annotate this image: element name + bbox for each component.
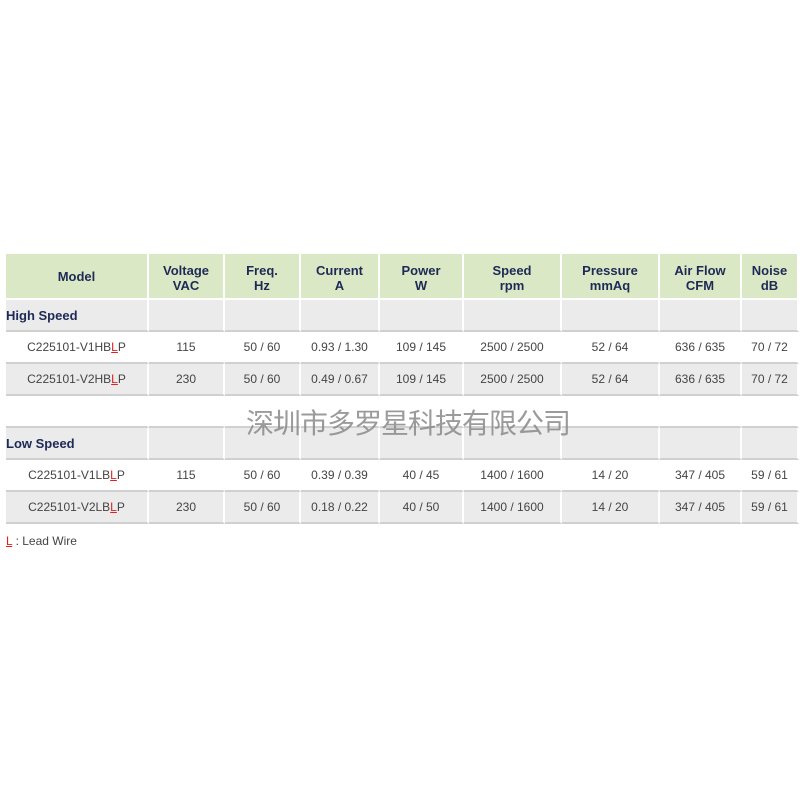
value-cell: 636 / 635 — [660, 364, 742, 396]
value-cell: 1400 / 1600 — [464, 460, 562, 492]
value-cell: 50 / 60 — [225, 364, 301, 396]
value-cell: 52 / 64 — [562, 364, 660, 396]
group-row: High Speed — [6, 300, 799, 332]
header-line2: mmAq — [589, 278, 631, 293]
model-cell: C225101-V1HBLP — [6, 332, 149, 364]
column-header: Current A — [301, 254, 380, 300]
column-header: Pressure mmAq — [562, 254, 660, 300]
header-line2: A — [334, 278, 345, 293]
value-cell: 50 / 60 — [225, 460, 301, 492]
column-header: Noise dB — [742, 254, 799, 300]
value-cell: 109 / 145 — [380, 332, 464, 364]
model-cell: C225101-V2HBLP — [6, 364, 149, 396]
spacer-row — [6, 396, 799, 428]
value-cell: 347 / 405 — [660, 460, 742, 492]
legend-key: L — [6, 534, 13, 548]
value-cell: 70 / 72 — [742, 332, 799, 364]
header-line2: rpm — [499, 278, 525, 293]
value-cell: 59 / 61 — [742, 492, 799, 524]
header-line1: Speed — [492, 263, 532, 278]
column-header: Speed rpm — [464, 254, 562, 300]
header-line1: Power — [401, 263, 441, 278]
column-header: Voltage VAC — [149, 254, 225, 300]
column-header: Air Flow CFM — [660, 254, 742, 300]
value-cell: 2500 / 2500 — [464, 332, 562, 364]
table-row: C225101-V2HBLP 230 50 / 60 0.49 / 0.67 109 /… — [6, 364, 799, 396]
header-line2: VAC — [172, 278, 200, 293]
value-cell: 50 / 60 — [225, 492, 301, 524]
header-line2: W — [414, 278, 428, 293]
value-cell: 230 — [149, 364, 225, 396]
table-row: C225101-V1LBLP 115 50 / 60 0.39 / 0.39 40 / … — [6, 460, 799, 492]
header-line1: Model — [57, 268, 96, 284]
header-line2: dB — [760, 278, 779, 293]
value-cell: 1400 / 1600 — [464, 492, 562, 524]
header-line1: Noise — [751, 263, 788, 278]
value-cell: 14 / 20 — [562, 492, 660, 524]
header-line1: Current — [316, 263, 363, 278]
column-header: Freq. Hz — [225, 254, 301, 300]
header-line1: Pressure — [582, 263, 638, 278]
header-row: Model Voltage VAC Freq. Hz Current A Power W Spee… — [6, 254, 799, 300]
header-line1: Freq. — [246, 263, 278, 278]
value-cell: 0.93 / 1.30 — [301, 332, 380, 364]
value-cell: 115 — [149, 460, 225, 492]
value-cell: 40 / 45 — [380, 460, 464, 492]
header-line2: Hz — [254, 278, 270, 293]
value-cell: 52 / 64 — [562, 332, 660, 364]
value-cell: 70 / 72 — [742, 364, 799, 396]
value-cell: 347 / 405 — [660, 492, 742, 524]
legend-text: : Lead Wire — [12, 534, 77, 548]
watermark: 深圳市多罗星科技有限公司 — [246, 407, 571, 440]
value-cell: 40 / 50 — [380, 492, 464, 524]
group-label: Low Speed — [6, 428, 149, 460]
value-cell: 109 / 145 — [380, 364, 464, 396]
column-header: Power W — [380, 254, 464, 300]
table-row: C225101-V1HBLP 115 50 / 60 0.93 / 1.30 109 /… — [6, 332, 799, 364]
model-cell: C225101-V1LBLP — [6, 460, 149, 492]
value-cell: 0.49 / 0.67 — [301, 364, 380, 396]
header-line1: Voltage — [163, 263, 209, 278]
column-header: Model — [6, 254, 149, 300]
value-cell: 0.39 / 0.39 — [301, 460, 380, 492]
value-cell: 115 — [149, 332, 225, 364]
group-row: Low Speed — [6, 428, 799, 460]
header-line1: Air Flow — [674, 263, 726, 278]
group-label: High Speed — [6, 300, 149, 332]
spec-table: Model Voltage VAC Freq. Hz Current A Power W Spee… — [6, 254, 799, 524]
value-cell: 59 / 61 — [742, 460, 799, 492]
table-row: C225101-V2LBLP 230 50 / 60 0.18 / 0.22 40 / … — [6, 492, 799, 524]
value-cell: 636 / 635 — [660, 332, 742, 364]
value-cell: 2500 / 2500 — [464, 364, 562, 396]
value-cell: 14 / 20 — [562, 460, 660, 492]
model-cell: C225101-V2LBLP — [6, 492, 149, 524]
value-cell: 0.18 / 0.22 — [301, 492, 380, 524]
value-cell: 230 — [149, 492, 225, 524]
header-line2: CFM — [685, 278, 715, 293]
legend: L : Lead Wire — [6, 534, 77, 548]
value-cell: 50 / 60 — [225, 332, 301, 364]
